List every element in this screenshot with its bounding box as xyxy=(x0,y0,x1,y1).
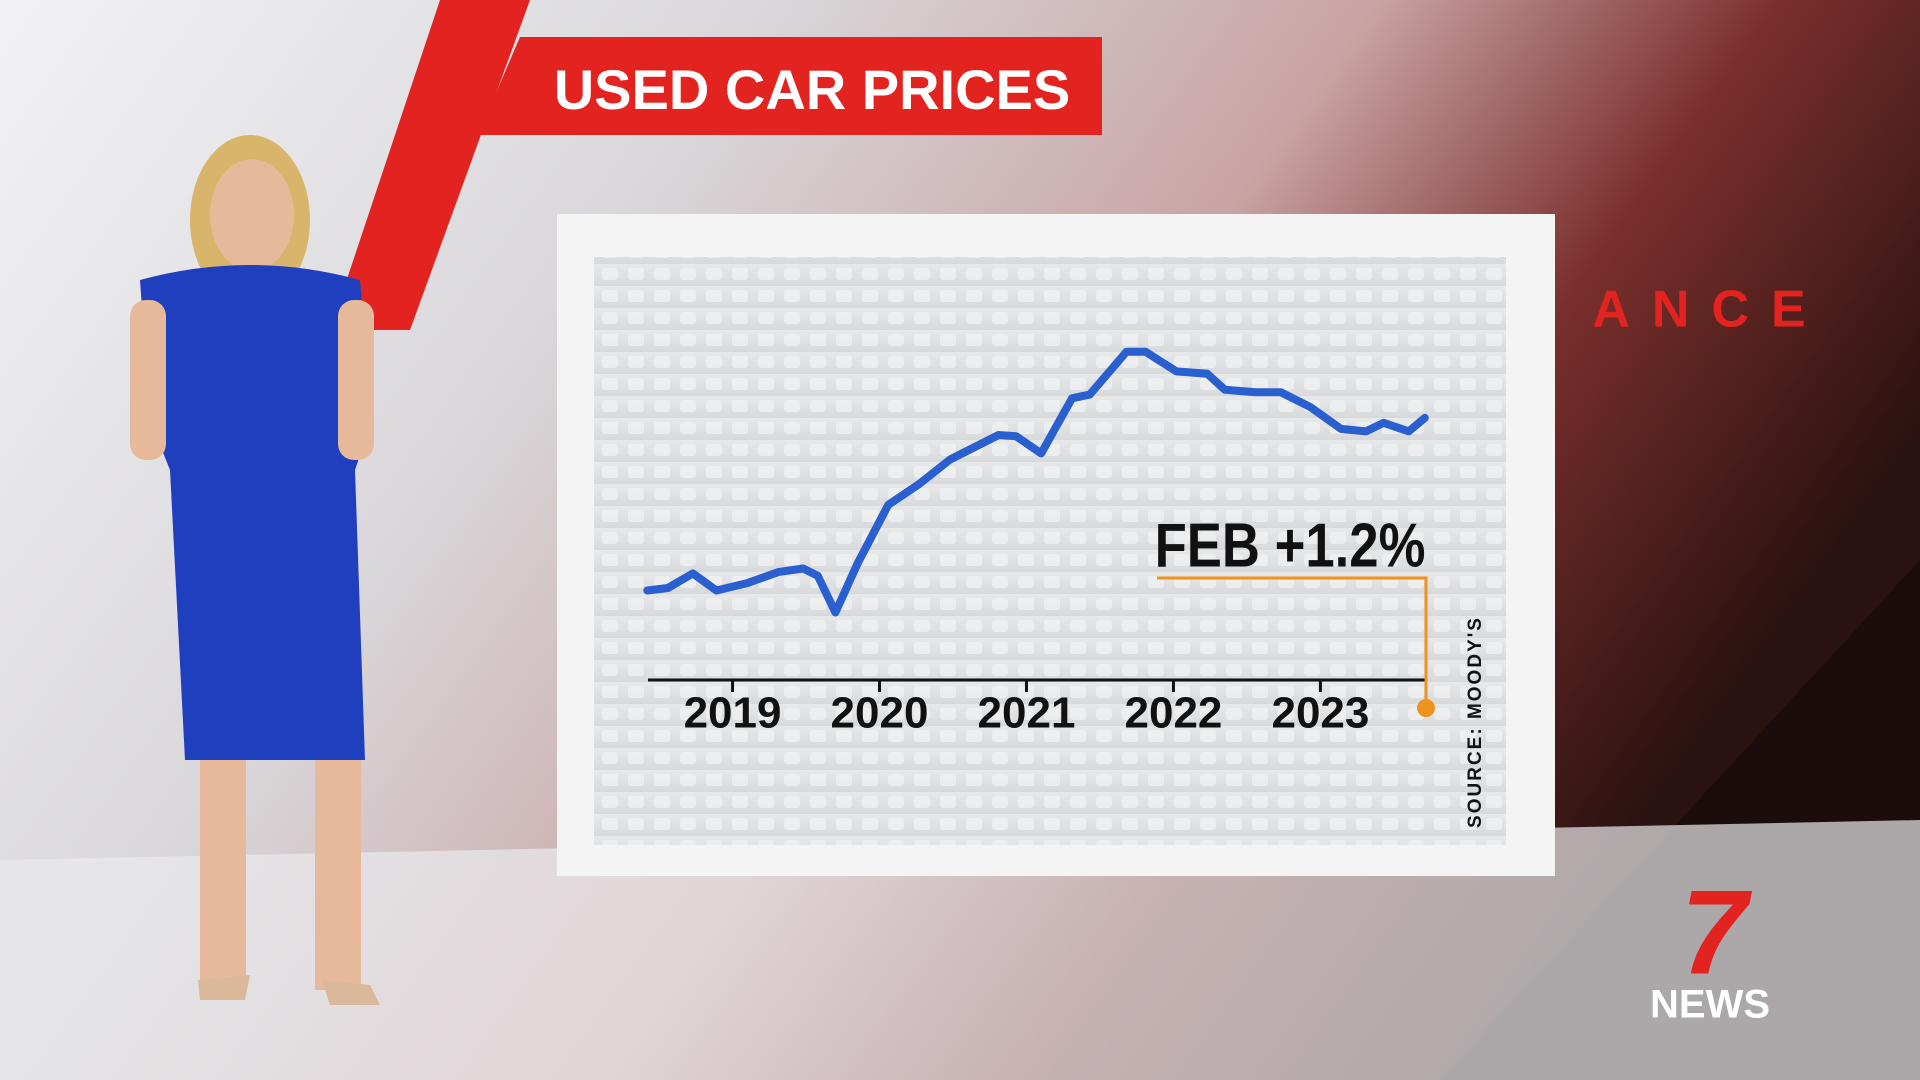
title-banner xyxy=(478,37,1102,135)
price-line xyxy=(643,347,1429,617)
source-note: SOURCE: MOODY'S xyxy=(1465,616,1486,828)
x-tick-label: 2023 xyxy=(1271,689,1369,738)
x-tick-label: 2022 xyxy=(1125,689,1223,738)
x-tick-label: 2020 xyxy=(831,689,929,738)
annotation: FEB +1.2% xyxy=(1155,511,1426,580)
logo-text: NEWS xyxy=(1650,983,1770,1027)
x-tick-label: 2021 xyxy=(978,689,1076,738)
annotation-bracket xyxy=(1157,576,1428,708)
floor xyxy=(0,820,1920,1080)
x-tick-label: 2019 xyxy=(684,689,782,738)
red-stripe xyxy=(330,0,530,330)
chart-title: USED CAR PRICES xyxy=(554,58,1071,121)
background-text: ANCE xyxy=(1592,281,1827,339)
logo-number: 7 xyxy=(1681,866,1753,1000)
chart-wash xyxy=(594,257,1506,845)
presenter xyxy=(130,135,380,1005)
chart-background-image xyxy=(594,257,1506,845)
annotation-dot xyxy=(1417,699,1435,717)
